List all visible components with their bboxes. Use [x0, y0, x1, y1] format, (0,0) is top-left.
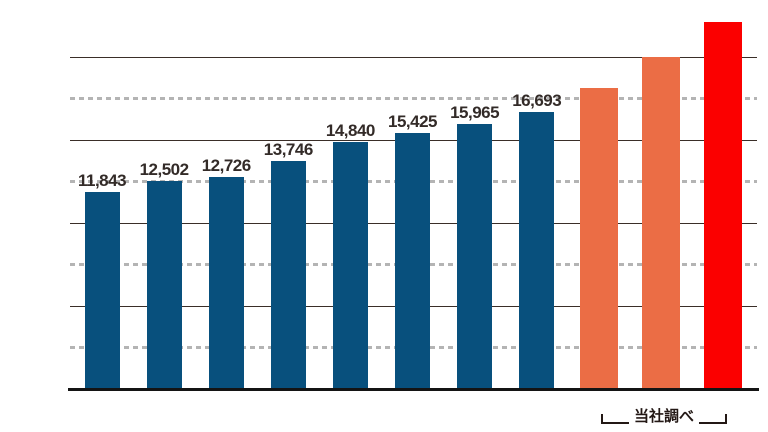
gridline-solid: [70, 56, 757, 58]
bar-value-label: 16,693: [512, 90, 562, 110]
bar: [146, 181, 182, 389]
bar: [704, 22, 742, 389]
bar: [84, 192, 120, 389]
bar-value-label: 12,726: [201, 156, 252, 176]
bar: [270, 160, 306, 389]
bar-value-label: 13,746: [263, 139, 314, 159]
source-label: 当社調べ: [628, 408, 700, 426]
x-axis-line: [68, 388, 759, 391]
source-bracket: 当社調べ: [601, 408, 727, 426]
gridline-dashed: [70, 97, 757, 101]
bar: [641, 57, 680, 389]
bar-value-label: 14,840: [325, 121, 376, 141]
bar-value-label: 15,425: [388, 111, 438, 131]
bar-value-label: 12,502: [139, 160, 190, 180]
bar: [332, 142, 368, 389]
bar-value-label: 11,843: [77, 171, 127, 191]
bar: [208, 177, 244, 389]
bar: [519, 111, 555, 389]
bar: [457, 123, 493, 389]
bar: [395, 132, 430, 389]
bar-value-label: 15,965: [450, 102, 500, 122]
bar: [579, 88, 618, 389]
